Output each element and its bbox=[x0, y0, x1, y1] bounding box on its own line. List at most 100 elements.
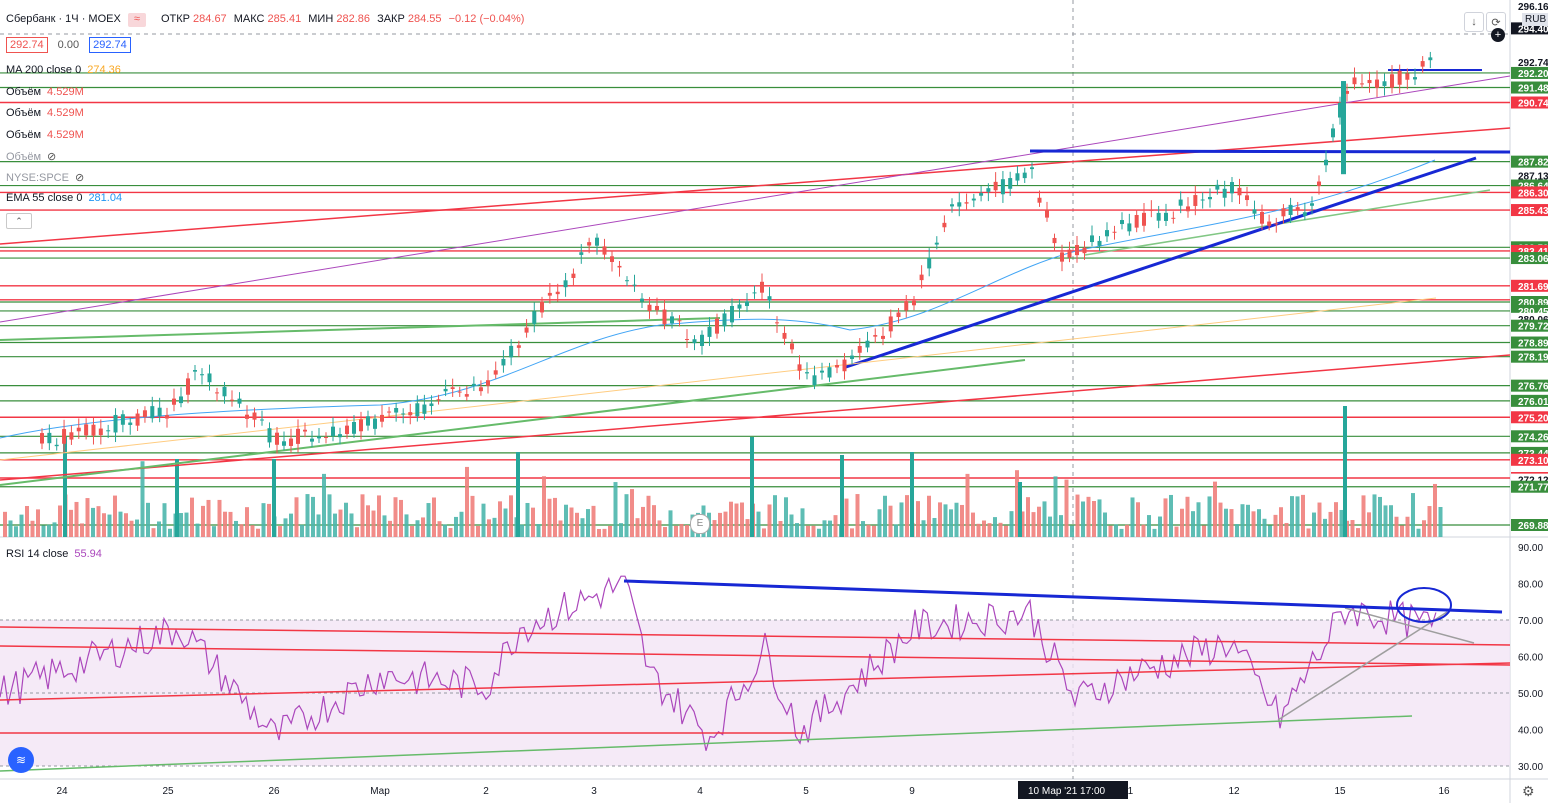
candle-body bbox=[267, 428, 272, 443]
candle-body bbox=[540, 301, 544, 313]
candle-body bbox=[40, 433, 44, 444]
candle-body bbox=[1090, 235, 1094, 243]
legend-volume-hidden[interactable]: Объём ⊘ bbox=[6, 150, 57, 164]
candle-body bbox=[509, 345, 514, 358]
candle-body bbox=[1037, 197, 1042, 203]
candle-body bbox=[76, 427, 81, 432]
volume-bar bbox=[1279, 507, 1283, 537]
candle-body bbox=[1288, 204, 1293, 215]
buy-price-box[interactable]: 292.74 bbox=[89, 37, 131, 53]
time-axis-label: 4 bbox=[697, 786, 703, 797]
download-icon[interactable]: ↓ bbox=[1464, 12, 1484, 32]
candle-body bbox=[331, 426, 335, 437]
volume-bar bbox=[1372, 494, 1377, 537]
volume-bar bbox=[608, 525, 612, 537]
volume-bar bbox=[877, 509, 882, 537]
collapse-legend-button[interactable]: ⌃ bbox=[6, 213, 32, 229]
candle-body bbox=[317, 436, 321, 439]
volume-bar bbox=[998, 522, 1003, 537]
volume-bar bbox=[624, 494, 629, 537]
volume-bar bbox=[503, 508, 508, 537]
eye-off-icon[interactable]: ⊘ bbox=[74, 172, 85, 184]
candle-body bbox=[408, 412, 413, 416]
red-channel-top bbox=[0, 127, 1511, 245]
volume-bar bbox=[806, 525, 810, 537]
candle-body bbox=[1082, 247, 1087, 254]
sell-price-box[interactable]: 292.74 bbox=[6, 37, 48, 53]
price-label-bg bbox=[1511, 0, 1548, 12]
candle-body bbox=[352, 421, 356, 434]
volume-bar bbox=[465, 466, 469, 537]
indicator-toggle[interactable]: ≈ bbox=[127, 13, 146, 27]
candle-body bbox=[252, 412, 257, 420]
candle-body bbox=[881, 335, 885, 339]
volume-bar bbox=[437, 521, 442, 537]
volume-bar bbox=[1026, 497, 1030, 537]
candle-body bbox=[865, 340, 870, 348]
candle-body bbox=[563, 280, 568, 288]
add-plus-icon[interactable]: + bbox=[1491, 28, 1505, 42]
rsi-axis-label: 50.00 bbox=[1518, 689, 1543, 700]
legend-volume-1[interactable]: Объём 4.529M bbox=[6, 86, 84, 98]
volume-label: Объём bbox=[6, 150, 42, 163]
candle-body bbox=[1397, 70, 1402, 85]
legend-volume-2[interactable]: Объём 4.529M bbox=[6, 107, 84, 119]
candle-body bbox=[1127, 223, 1132, 232]
volume-bar bbox=[47, 524, 51, 537]
volume-bar bbox=[1262, 518, 1267, 537]
candle-body bbox=[1060, 252, 1064, 262]
volume-bar bbox=[580, 518, 585, 537]
volume-spike bbox=[516, 452, 520, 537]
rsi-legend[interactable]: RSI 14 close 55.94 bbox=[6, 548, 102, 560]
volume-bar bbox=[795, 523, 799, 537]
candle-body bbox=[429, 403, 434, 407]
volume-bar bbox=[949, 509, 953, 537]
candle-body bbox=[532, 311, 537, 324]
rsi-axis-label: 40.00 bbox=[1518, 726, 1543, 737]
volume-bar bbox=[1334, 502, 1338, 537]
rsi-axis-label: 90.00 bbox=[1518, 543, 1543, 554]
candle-body bbox=[135, 413, 140, 426]
volume-bar bbox=[113, 495, 117, 537]
symbol-title[interactable]: Сбербанк · 1Ч · MOEX bbox=[6, 13, 121, 25]
candle-body bbox=[1245, 195, 1249, 201]
legend-volume-3[interactable]: Объём 4.529M bbox=[6, 129, 84, 141]
earnings-event-icon[interactable]: E bbox=[690, 514, 710, 534]
candle-body bbox=[1405, 73, 1410, 80]
rsi-value: 55.94 bbox=[74, 548, 102, 560]
volume-bar bbox=[129, 520, 134, 537]
legend-ma200[interactable]: MA 200 close 0 274.36 bbox=[6, 64, 121, 76]
volume-bar bbox=[927, 495, 931, 537]
currency-badge[interactable]: RUB bbox=[1522, 13, 1548, 26]
candle-body bbox=[157, 407, 162, 416]
volume-bar bbox=[1174, 526, 1179, 537]
candle-body bbox=[380, 414, 384, 422]
close-label: ЗАКР bbox=[377, 13, 405, 25]
candle-body bbox=[1008, 178, 1013, 189]
candle-body bbox=[647, 304, 652, 311]
candle-body bbox=[237, 398, 242, 404]
time-axis-label: 12 bbox=[1228, 786, 1240, 797]
time-axis-label: 2 bbox=[483, 786, 489, 797]
legend-ema55[interactable]: EMA 55 close 0 281.04 bbox=[6, 192, 122, 204]
eye-off-icon[interactable]: ⊘ bbox=[47, 151, 57, 163]
candle-body bbox=[1112, 231, 1117, 233]
candle-body bbox=[516, 345, 521, 348]
volume-bar bbox=[305, 494, 310, 537]
volume-bar bbox=[1119, 528, 1124, 537]
candle-body bbox=[767, 296, 772, 301]
time-axis-label: 15 bbox=[1334, 786, 1346, 797]
volume-bar bbox=[525, 502, 530, 537]
volume-bar bbox=[542, 476, 546, 537]
settings-gear-icon[interactable]: ⚙ bbox=[1522, 783, 1535, 799]
volume-bar bbox=[470, 495, 475, 537]
candle-body bbox=[857, 346, 862, 353]
candle-body bbox=[486, 380, 490, 386]
volume-bar bbox=[36, 509, 40, 537]
candle-body bbox=[1230, 182, 1234, 194]
candle-body bbox=[282, 441, 286, 446]
price-label-bg bbox=[1511, 379, 1548, 392]
tradingview-logo-icon[interactable]: ≋ bbox=[8, 747, 34, 773]
legend-nyse[interactable]: NYSE:SPCE ⊘ bbox=[6, 171, 85, 185]
